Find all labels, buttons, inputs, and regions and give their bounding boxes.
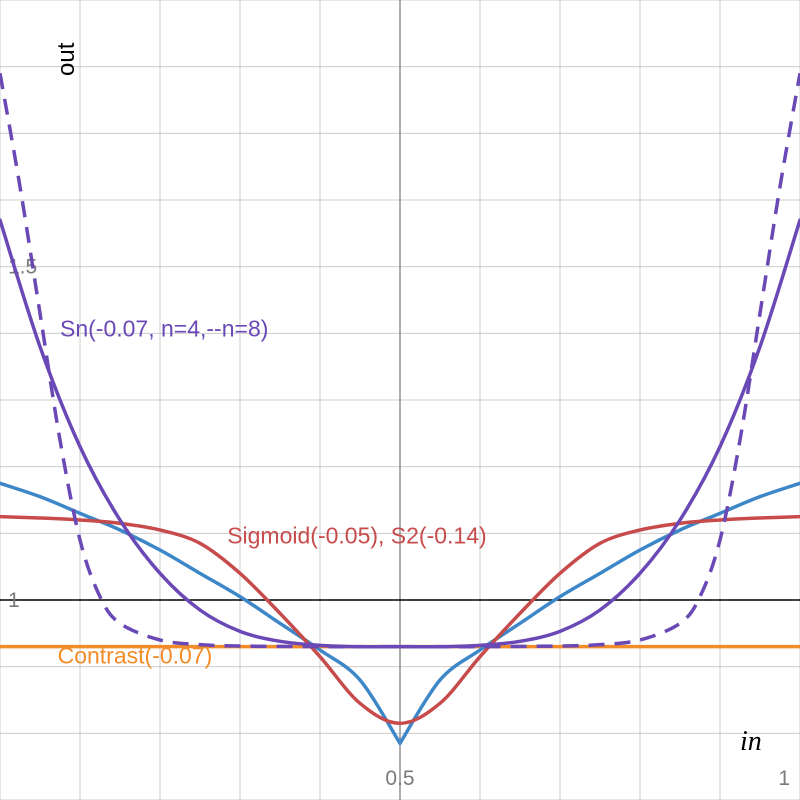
label-layer: Sn(-0.07, n=4,--n=8) Sigmoid(-0.05), S2(-… bbox=[58, 316, 487, 669]
series-label: Contrast(-0.07) bbox=[58, 642, 213, 668]
series-line-3 bbox=[0, 218, 800, 649]
x-tick-label: 1 bbox=[778, 767, 790, 790]
series-layer bbox=[0, 73, 800, 746]
y-tick-label: 1 bbox=[8, 589, 20, 612]
series-line-1 bbox=[0, 481, 800, 746]
series-label: Sn(-0.07, n=4,--n=8) bbox=[60, 316, 268, 342]
y-axis-title: out bbox=[53, 42, 80, 76]
series-line-4 bbox=[0, 73, 800, 649]
x-axis-title: in bbox=[740, 726, 762, 757]
series-line-2 bbox=[0, 514, 800, 726]
series-label: Sigmoid(-0.05), S2(-0.14) bbox=[227, 522, 487, 548]
x-tick-label: 0.5 bbox=[385, 767, 414, 790]
